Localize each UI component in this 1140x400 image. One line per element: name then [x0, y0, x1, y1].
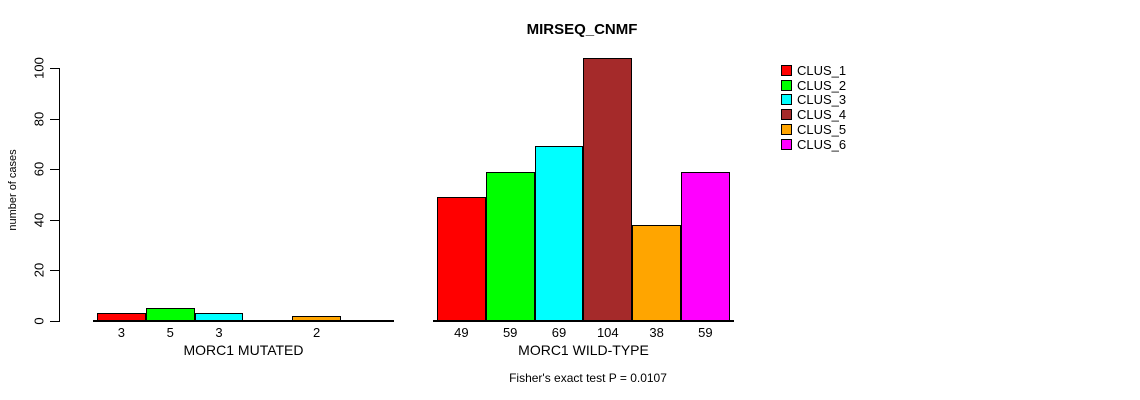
- legend-label: CLUS_5: [797, 121, 847, 137]
- legend-label: CLUS_3: [797, 92, 847, 108]
- y-axis-tick: [50, 68, 59, 69]
- legend-swatch-clus_6: [781, 138, 792, 150]
- legend-swatch-clus_3: [781, 94, 792, 106]
- chart-title: MIRSEQ_CNMF: [526, 21, 638, 38]
- bar-clus_5-group-1: [292, 315, 341, 321]
- bar-value-label: 49: [454, 325, 469, 340]
- y-axis-tick-label: 80: [31, 111, 47, 126]
- x-axis-line-group-2: [433, 320, 734, 322]
- legend-swatch-clus_4: [781, 109, 792, 121]
- x-axis-group-label-1: MORC1 MUTATED: [183, 342, 304, 358]
- bar-clus_3-group-2: [534, 146, 584, 321]
- legend-entry: CLUS_3: [781, 93, 846, 106]
- bar-clus_3-group-1: [194, 313, 244, 321]
- y-axis-tick-label: 40: [31, 212, 47, 228]
- y-axis-label: number of cases: [7, 149, 19, 231]
- legend-entry: CLUS_5: [781, 123, 846, 136]
- legend-label: CLUS_1: [797, 63, 847, 78]
- legend-label: CLUS_6: [797, 136, 847, 152]
- bar-clus_2-group-1: [145, 308, 195, 321]
- y-axis-tick: [50, 270, 59, 272]
- x-axis-group-label-2: MORC1 WILD-TYPE: [518, 342, 649, 358]
- bar-value-label: 104: [596, 325, 619, 340]
- x-axis-line-group-1: [93, 320, 394, 322]
- y-axis-tick-label: 20: [31, 263, 47, 278]
- bar-clus_1-group-2: [437, 197, 486, 321]
- bar-value-label: 59: [502, 325, 518, 340]
- y-axis-tick-label: 60: [31, 161, 47, 177]
- legend-label: CLUS_4: [797, 107, 847, 123]
- y-axis-tick-label: 0: [31, 317, 47, 325]
- bar-clus_1-group-1: [97, 313, 146, 321]
- legend-entry: CLUS_4: [781, 108, 846, 121]
- bar-clus_5-group-2: [632, 224, 681, 321]
- bar-value-label: 3: [215, 325, 223, 340]
- y-axis-tick: [50, 219, 59, 221]
- legend-swatch-clus_1: [781, 65, 792, 76]
- legend-swatch-clus_5: [781, 123, 792, 135]
- fisher-test-annotation: Fisher's exact test P = 0.0107: [509, 371, 667, 385]
- bar-clus_2-group-2: [485, 171, 535, 321]
- legend-label: CLUS_2: [797, 77, 847, 93]
- legend-entry: CLUS_2: [781, 79, 846, 92]
- y-axis-tick: [50, 321, 59, 322]
- bar-value-label: 38: [649, 325, 664, 340]
- y-axis-tick: [50, 118, 59, 120]
- y-axis-tick: [50, 169, 59, 171]
- bar-value-label: 5: [166, 325, 174, 340]
- bar-value-label: 3: [117, 325, 126, 340]
- legend-entry: CLUS_6: [781, 138, 846, 151]
- bar-clus_4-group-2: [583, 57, 633, 321]
- bar-clus_6-group-2: [681, 171, 730, 321]
- bar-value-label: 2: [312, 325, 321, 340]
- bar-value-label: 69: [551, 325, 567, 340]
- legend-swatch-clus_2: [781, 79, 792, 91]
- y-axis-tick-label: 100: [31, 57, 47, 79]
- legend-entry: CLUS_1: [781, 64, 846, 77]
- bar-value-label: 59: [698, 325, 713, 340]
- y-axis-line: [59, 68, 60, 322]
